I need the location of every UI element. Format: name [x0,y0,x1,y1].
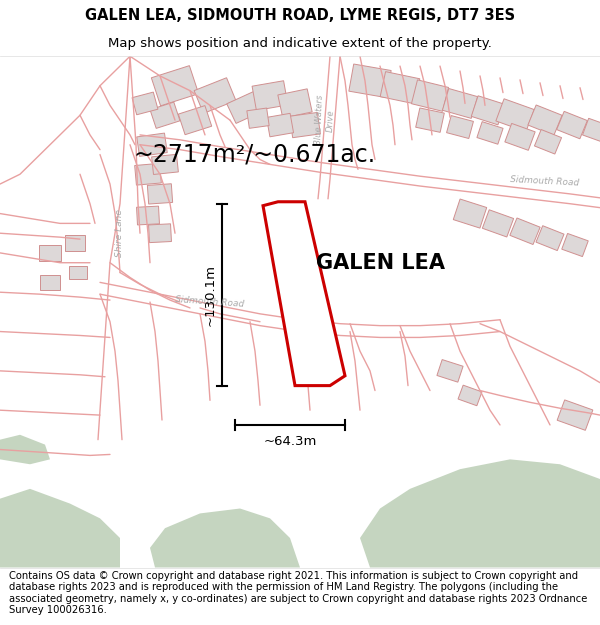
Text: ~130.1m: ~130.1m [203,264,217,326]
Bar [416,108,445,132]
Bar [437,359,463,382]
Bar [178,106,212,135]
Bar [252,81,288,111]
Bar [496,99,534,132]
Text: Sidmouth Road: Sidmouth Road [510,175,580,188]
Text: Shire Lane: Shire Lane [115,209,125,257]
Bar [535,129,562,154]
Polygon shape [263,202,345,386]
Polygon shape [0,435,50,464]
Bar [266,113,293,137]
Bar [137,206,160,225]
Bar [151,66,199,106]
Bar [380,72,420,104]
Bar [453,199,487,228]
Bar [471,96,505,125]
Bar [562,234,588,257]
Polygon shape [150,509,300,568]
Bar [150,102,180,128]
Bar [482,210,514,237]
Bar [477,122,503,144]
Bar [152,154,178,174]
Bar [194,78,236,113]
Text: GALEN LEA, SIDMOUTH ROAD, LYME REGIS, DT7 3ES: GALEN LEA, SIDMOUTH ROAD, LYME REGIS, DT… [85,8,515,22]
Bar [557,111,587,139]
Bar [247,108,269,128]
Bar [290,112,320,138]
Bar [278,89,312,118]
Bar [137,133,167,156]
Bar [69,266,87,279]
Text: ~64.3m: ~64.3m [263,435,317,448]
Bar [510,218,540,244]
Polygon shape [360,459,600,568]
Bar [505,123,535,150]
Bar [148,184,173,204]
Bar [349,64,391,98]
Bar [458,385,482,406]
Polygon shape [0,489,120,568]
Text: ~2717m²/~0.671ac.: ~2717m²/~0.671ac. [134,142,376,167]
Bar [536,226,564,251]
Bar [227,91,263,123]
Bar [65,235,85,251]
Bar [132,92,158,115]
Bar [442,89,478,118]
Bar [583,118,600,142]
Bar [557,400,593,431]
Bar [39,244,61,261]
Text: GALEN LEA: GALEN LEA [316,253,445,272]
Bar [528,105,562,136]
Text: Map shows position and indicative extent of the property.: Map shows position and indicative extent… [108,38,492,50]
Text: Blue Waters
Drive: Blue Waters Drive [314,95,335,146]
Bar [149,224,172,243]
Bar [134,163,161,185]
Bar [412,80,449,111]
Text: Sidmouth Road: Sidmouth Road [175,295,245,309]
Bar [446,116,473,139]
Text: Contains OS data © Crown copyright and database right 2021. This information is : Contains OS data © Crown copyright and d… [9,571,587,616]
Bar [40,275,60,290]
